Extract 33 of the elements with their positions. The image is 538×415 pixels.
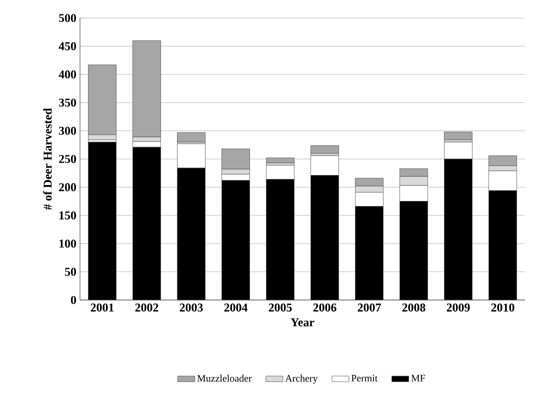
y-tick-label: 250: [59, 154, 76, 164]
y-tick-label: 450: [58, 42, 76, 50]
y-tick-label: 300: [59, 126, 76, 135]
bar: [310, 155, 339, 176]
y-tick-label: 100: [60, 240, 76, 248]
y-tick-label: 150: [60, 211, 76, 220]
bar: [310, 145, 339, 154]
x-tick-label: 2008: [402, 304, 426, 312]
y-tick-label: 400: [58, 70, 76, 78]
x-tick-label: 2004: [224, 304, 248, 312]
y-axis-title: # of Deer Harvested: [43, 108, 52, 210]
y-tick-label: 500: [59, 14, 76, 22]
bar: [266, 158, 294, 164]
x-tick-label: 2006: [313, 304, 336, 312]
legend-label: Permit: [351, 374, 378, 382]
legend-label: Archery: [285, 374, 318, 384]
y-tick-label: 50: [65, 268, 76, 276]
x-tick-label: 2002: [135, 304, 158, 312]
x-tick-label: 2001: [90, 304, 114, 312]
x-axis-title: Year: [290, 318, 314, 326]
y-tick-label: 350: [59, 98, 76, 107]
x-tick-label: 2005: [268, 304, 292, 312]
legend-label: Muzzleloader: [197, 374, 252, 382]
bar: [132, 40, 161, 138]
x-tick-label: 2003: [180, 304, 203, 312]
y-tick-label: 200: [59, 183, 76, 192]
bar: [266, 165, 294, 180]
x-tick-label: 2009: [446, 304, 470, 312]
bar: [444, 132, 472, 140]
y-tick-label: 0: [70, 296, 76, 304]
legend-label: MF: [411, 374, 426, 382]
x-tick-label: 2007: [358, 304, 381, 312]
x-tick-label: 2010: [491, 304, 514, 312]
